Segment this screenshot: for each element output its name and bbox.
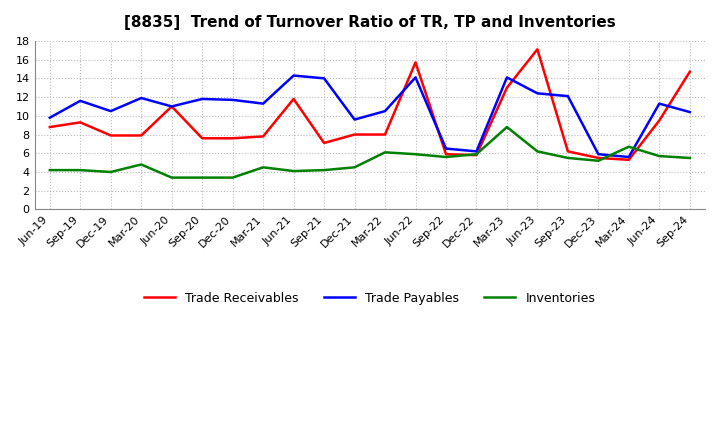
Trade Payables [503,75,511,80]
Trade Payables [564,94,572,99]
Trade Receivables [76,120,85,125]
Line: Trade Payables: Trade Payables [50,76,690,157]
Trade Payables [685,110,694,115]
Trade Receivables [228,136,237,141]
Trade Receivables [258,134,267,139]
Trade Receivables [503,85,511,90]
Inventories [564,155,572,161]
Title: [8835]  Trend of Turnover Ratio of TR, TP and Inventories: [8835] Trend of Turnover Ratio of TR, TP… [124,15,616,30]
Trade Receivables [350,132,359,137]
Trade Receivables [441,151,450,157]
Trade Receivables [45,125,54,130]
Trade Receivables [137,133,145,138]
Trade Payables [228,97,237,103]
Trade Receivables [564,149,572,154]
Trade Receivables [107,133,115,138]
Trade Receivables [594,155,603,161]
Trade Payables [655,101,664,106]
Inventories [76,168,85,173]
Trade Receivables [411,60,420,65]
Inventories [45,168,54,173]
Trade Payables [258,101,267,106]
Trade Payables [167,104,176,109]
Inventories [228,175,237,180]
Trade Payables [320,76,328,81]
Line: Trade Receivables: Trade Receivables [50,49,690,160]
Trade Payables [350,117,359,122]
Trade Receivables [198,136,207,141]
Inventories [381,150,390,155]
Trade Payables [594,151,603,157]
Trade Payables [289,73,298,78]
Trade Payables [198,96,207,102]
Trade Payables [624,154,633,160]
Inventories [594,158,603,163]
Inventories [289,169,298,174]
Legend: Trade Receivables, Trade Payables, Inventories: Trade Receivables, Trade Payables, Inven… [139,286,600,309]
Trade Payables [441,146,450,151]
Trade Payables [381,109,390,114]
Inventories [441,154,450,160]
Trade Payables [533,91,541,96]
Trade Receivables [624,157,633,162]
Inventories [167,175,176,180]
Trade Receivables [320,140,328,146]
Trade Payables [76,98,85,103]
Inventories [107,169,115,175]
Trade Payables [411,75,420,80]
Inventories [685,155,694,161]
Inventories [350,165,359,170]
Trade Receivables [472,153,481,158]
Inventories [320,168,328,173]
Inventories [137,162,145,167]
Inventories [503,125,511,130]
Trade Payables [137,95,145,101]
Inventories [258,165,267,170]
Trade Receivables [533,47,541,52]
Inventories [198,175,207,180]
Trade Receivables [655,118,664,123]
Trade Payables [45,115,54,120]
Line: Inventories: Inventories [50,127,690,178]
Inventories [655,154,664,159]
Inventories [472,151,481,157]
Inventories [533,149,541,154]
Inventories [624,144,633,149]
Trade Receivables [289,96,298,102]
Trade Receivables [685,69,694,74]
Inventories [411,151,420,157]
Trade Payables [107,109,115,114]
Trade Receivables [167,104,176,109]
Trade Payables [472,149,481,154]
Trade Receivables [381,132,390,137]
